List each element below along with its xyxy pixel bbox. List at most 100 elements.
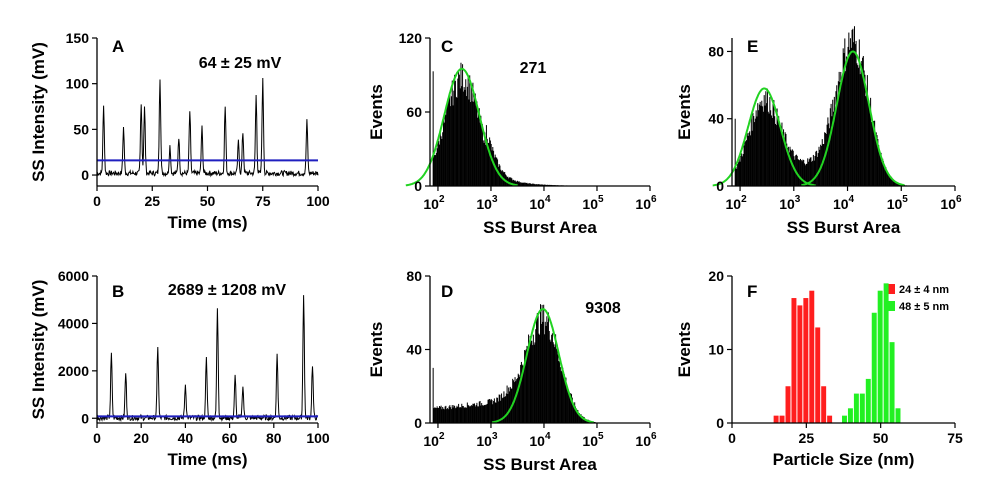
histogram-bar xyxy=(860,63,862,186)
panel-a-line-chart: 0 50 100 150 0 25 50 75 100 Time (ms) SS Intensity… xyxy=(29,30,330,232)
histogram-bar xyxy=(779,126,781,186)
histogram-bar xyxy=(781,122,783,186)
histogram-bar xyxy=(435,407,437,423)
histogram-bar xyxy=(773,415,779,423)
histogram-bar xyxy=(750,115,752,186)
histogram-bar xyxy=(849,38,851,186)
histogram-bar xyxy=(470,102,472,186)
x-tick-label: 25 xyxy=(799,430,815,446)
histogram-bar xyxy=(482,405,484,423)
histogram-bar xyxy=(494,154,496,186)
panel-annotation: 9308 xyxy=(585,300,621,317)
histogram-bar xyxy=(440,405,442,423)
histogram-bar xyxy=(754,118,756,186)
histogram-bar xyxy=(550,341,552,423)
histogram-bar xyxy=(584,418,586,423)
histogram-bar xyxy=(432,71,434,186)
histogram-bar xyxy=(749,131,751,186)
histogram-bar xyxy=(837,81,839,186)
histogram-bar xyxy=(783,129,785,186)
histogram-bar xyxy=(447,409,449,423)
histogram-bar xyxy=(520,182,522,186)
histogram-bar xyxy=(816,150,818,186)
histogram-bar xyxy=(464,406,466,423)
histogram-bar xyxy=(870,97,872,186)
histogram-bar xyxy=(472,403,474,423)
histogram-bar xyxy=(499,394,501,423)
gaussian-fit-curve xyxy=(801,50,905,187)
histogram-bar xyxy=(537,184,539,186)
x-tick-label: 60 xyxy=(222,430,238,446)
histogram-bar xyxy=(787,146,789,186)
x-tick-base: 10 xyxy=(423,433,439,449)
histogram-bar xyxy=(883,161,885,186)
histogram-bar xyxy=(797,305,803,423)
histogram-bar xyxy=(753,116,755,186)
x-tick-exponent: 4 xyxy=(545,194,551,205)
histogram-bar xyxy=(439,406,441,423)
histogram-bar xyxy=(526,345,528,423)
histogram-bar xyxy=(505,393,507,423)
histogram-bar xyxy=(558,361,560,423)
histogram-bar xyxy=(858,67,860,186)
histogram-bar xyxy=(490,143,492,186)
histogram-bar xyxy=(898,183,900,186)
histogram-bar xyxy=(567,389,569,423)
histogram-bar xyxy=(578,413,580,423)
x-tick-exponent: 3 xyxy=(795,194,801,205)
histogram-bar xyxy=(864,74,866,186)
histogram-bar xyxy=(452,407,454,423)
y-axis-title: Events xyxy=(367,322,386,378)
histogram-bar xyxy=(761,100,763,186)
histogram-bar xyxy=(522,365,524,423)
histogram-bar xyxy=(865,96,867,186)
histogram-bar xyxy=(480,115,482,186)
histogram-bar xyxy=(850,47,852,187)
panel-label: B xyxy=(112,282,124,301)
histogram-bar xyxy=(497,401,499,423)
histogram-bar xyxy=(472,82,474,186)
histogram-bar xyxy=(812,160,814,186)
histogram-bar xyxy=(846,60,848,187)
histogram-bar xyxy=(471,405,473,423)
panel-annotation: 64 ± 25 mV xyxy=(199,55,282,72)
histogram-bar xyxy=(883,166,885,186)
histogram-bar xyxy=(484,405,486,423)
histogram-bar xyxy=(833,96,835,186)
histogram-bar xyxy=(512,179,514,186)
panel-f-bar-chart: 24 ± 4 nm 48 ± 5 nm 0 10 20 0 25 50 75 Particle S… xyxy=(675,268,963,469)
histogram-bar xyxy=(498,394,500,423)
y-tick-label: 0 xyxy=(81,167,89,183)
x-tick-exponent: 5 xyxy=(902,194,908,205)
histogram-bar xyxy=(493,157,495,186)
x-tick-base: 10 xyxy=(725,196,741,212)
x-tick-base: 10 xyxy=(582,196,598,212)
histogram-bar xyxy=(441,138,443,186)
histogram-bar xyxy=(521,182,523,186)
x-tick-label: 106 xyxy=(635,431,657,449)
histogram-bar xyxy=(844,38,846,186)
histogram-bar xyxy=(544,321,546,423)
histogram-bar xyxy=(476,101,478,186)
histogram-bar xyxy=(763,95,765,186)
histogram-bar xyxy=(863,70,865,186)
histogram-bar xyxy=(881,162,883,186)
x-tick-exponent: 6 xyxy=(956,194,962,205)
histogram-bar xyxy=(737,162,739,186)
histogram-bar xyxy=(479,122,481,186)
histogram-bar xyxy=(748,132,750,186)
histogram-bar xyxy=(555,348,557,423)
histogram-bar xyxy=(489,137,491,186)
histogram-bar xyxy=(883,283,889,423)
x-tick-label: 106 xyxy=(940,194,962,212)
histogram-bar xyxy=(503,391,505,423)
histogram-bar xyxy=(778,116,780,186)
histogram-bar xyxy=(758,104,760,186)
histogram-bar xyxy=(866,88,868,186)
histogram-bar xyxy=(884,169,886,186)
histogram-bar xyxy=(569,394,571,423)
histogram-bar xyxy=(803,160,805,186)
histogram-bar xyxy=(474,403,475,423)
histogram-bar xyxy=(562,367,564,423)
histogram-bar xyxy=(459,406,461,423)
